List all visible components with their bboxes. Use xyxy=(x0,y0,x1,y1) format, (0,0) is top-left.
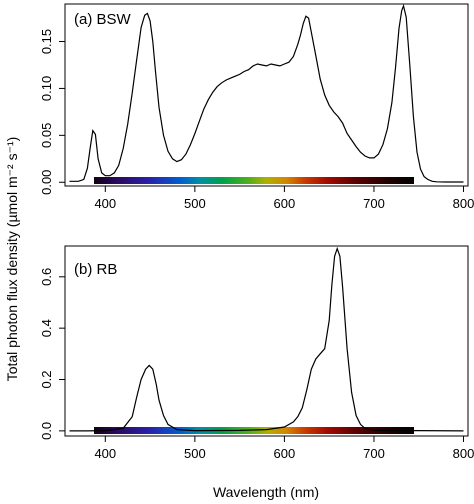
panel-a: 0.00 0.05 0.10 0.15 400 500 600 700 800 (a) BSW xyxy=(39,3,474,211)
x-axis-title: Wavelength (nm) xyxy=(213,484,319,500)
panel-b-ytick-label: 0.2 xyxy=(39,370,54,388)
panel-a-xtick-label: 400 xyxy=(94,196,116,211)
panel-b: 0.0 0.2 0.4 0.6 400 500 600 700 800 (b) RB xyxy=(39,245,474,461)
panel-a-xtick-label: 600 xyxy=(274,196,296,211)
panel-b-xtick-label: 400 xyxy=(94,446,116,461)
panel-a-ytick-label: 0.00 xyxy=(39,170,54,195)
panel-b-ytick-label: 0.6 xyxy=(39,268,54,286)
panel-a-plot-box xyxy=(64,3,469,187)
panel-a-ytick-label: 0.05 xyxy=(39,123,54,148)
panel-b-xtick-label: 800 xyxy=(453,446,474,461)
panel-b-xtick-label: 600 xyxy=(274,446,296,461)
panel-b-xtick-label: 500 xyxy=(184,446,206,461)
panel-a-xtick-label: 500 xyxy=(184,196,206,211)
y-axis-title: Total photon flux density (µmol m⁻² s⁻¹) xyxy=(4,137,20,382)
panel-a-label: (a) BSW xyxy=(74,11,132,28)
panel-a-series-line xyxy=(69,3,464,183)
panel-a-spectrum-colorbar xyxy=(94,177,414,184)
panel-b-xtick-label: 700 xyxy=(363,446,385,461)
panel-a-xtick-label: 700 xyxy=(363,196,385,211)
panel-a-ytick-label: 0.10 xyxy=(39,76,54,101)
panel-a-xtick-label: 800 xyxy=(453,196,474,211)
panel-b-label: (b) RB xyxy=(74,261,117,278)
panel-b-plot-box xyxy=(64,245,469,437)
panel-b-ytick-label: 0.4 xyxy=(39,319,54,337)
panel-b-ytick-label: 0.0 xyxy=(39,422,54,440)
panel-b-series-line xyxy=(69,246,464,432)
panel-a-ytick-label: 0.15 xyxy=(39,29,54,54)
